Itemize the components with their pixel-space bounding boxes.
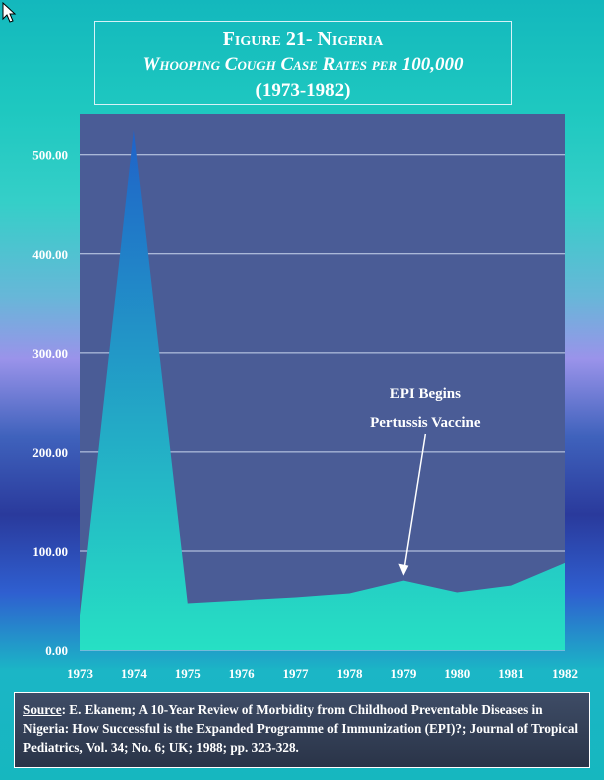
x-tick-label: 1973 <box>67 666 94 681</box>
y-tick-label: 300.00 <box>32 346 68 361</box>
x-tick-label: 1982 <box>552 666 578 681</box>
x-tick-label: 1974 <box>121 666 148 681</box>
source-text: : E. Ekanem; A 10-Year Review of Morbidi… <box>23 702 579 755</box>
source-citation: Source: E. Ekanem; A 10-Year Review of M… <box>14 692 590 768</box>
annotation-arrowhead <box>398 563 409 576</box>
y-tick-label: 400.00 <box>32 247 68 262</box>
x-tick-label: 1981 <box>498 666 524 681</box>
x-tick-label: 1978 <box>336 666 363 681</box>
chart-title-box: Figure 21- Nigeria Whooping Cough Case R… <box>94 21 512 105</box>
y-tick-label: 0.00 <box>45 643 68 658</box>
y-tick-label: 200.00 <box>32 445 68 460</box>
annotation-arrow <box>403 433 427 567</box>
epi-annotation: EPI Begins Pertussis Vaccine <box>370 386 481 576</box>
annotation-line-1: EPI Begins <box>390 386 461 402</box>
x-tick-label: 1979 <box>390 666 417 681</box>
x-tick-label: 1976 <box>229 666 256 681</box>
chart-title: Figure 21- Nigeria <box>222 28 384 50</box>
chart-subtitle: Whooping Cough Case Rates per 100,000 <box>142 54 464 75</box>
x-tick-label: 1977 <box>283 666 310 681</box>
chart-year-range: (1973-1982) <box>255 80 351 101</box>
series-area <box>80 129 565 651</box>
x-tick-label: 1980 <box>444 666 470 681</box>
source-label: Source <box>23 702 62 717</box>
y-tick-label: 100.00 <box>32 544 68 559</box>
x-tick-label: 1975 <box>175 666 202 681</box>
annotation-line-2: Pertussis Vaccine <box>370 415 481 431</box>
mouse-pointer-icon <box>2 2 17 23</box>
y-axis: 0.00 100.00 200.00 300.00 400.00 500.00 <box>32 148 68 658</box>
x-axis: 1973 1974 1975 1976 1977 1978 1979 1980 1981 1982 <box>67 666 578 681</box>
y-tick-label: 500.00 <box>32 148 68 163</box>
